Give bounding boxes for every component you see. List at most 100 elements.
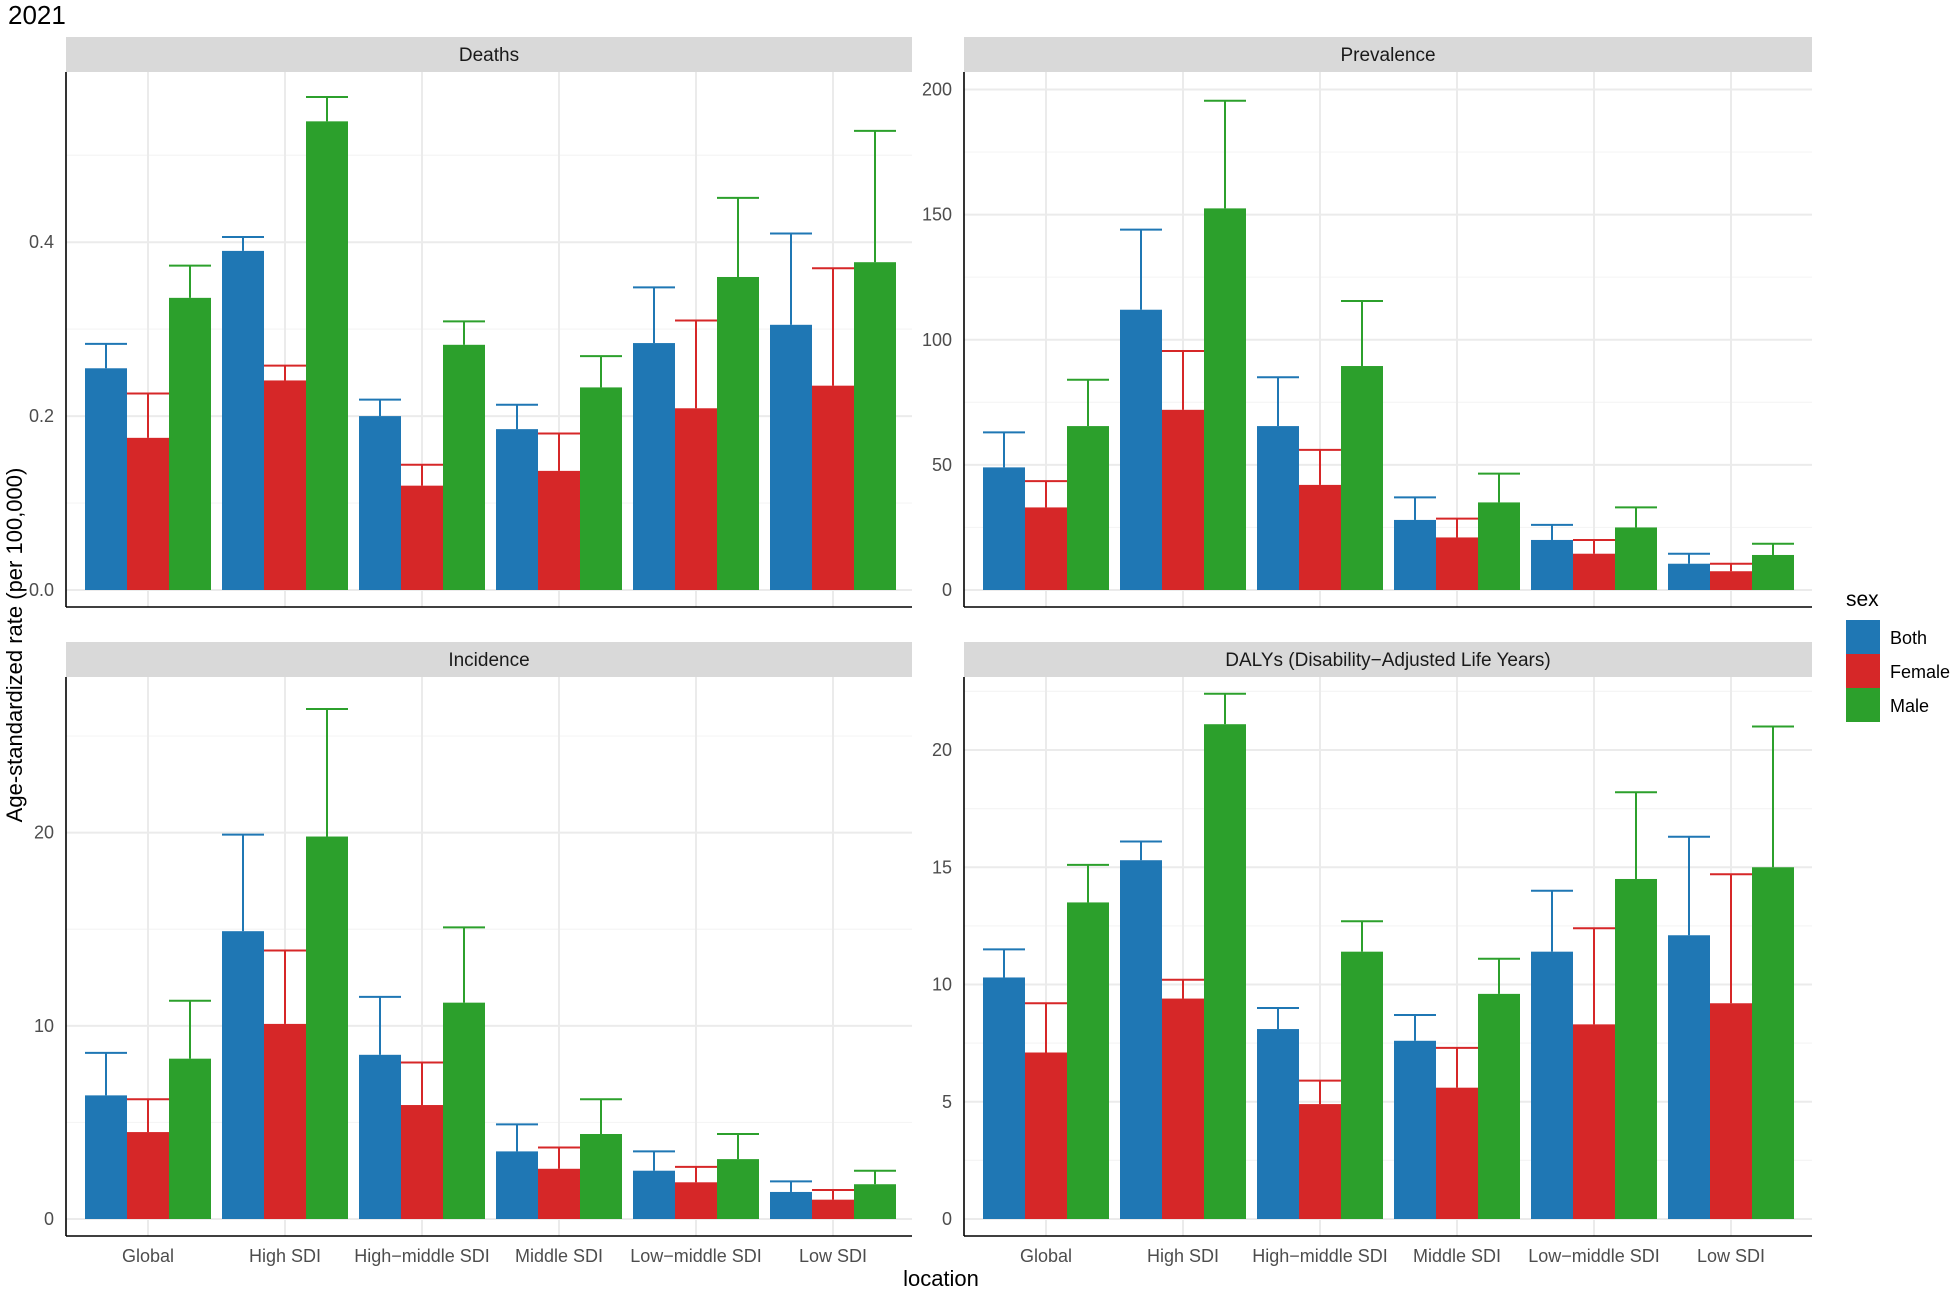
panels: Deaths0.00.20.4Prevalence050100150200Inc…	[29, 37, 1812, 1266]
y-tick-label: 150	[922, 205, 952, 225]
bar	[222, 250, 264, 590]
bar	[1478, 502, 1520, 590]
y-tick-label: 200	[922, 80, 952, 100]
bar	[854, 1184, 896, 1219]
bar	[1394, 1040, 1436, 1219]
y-tick-label: 20	[932, 740, 952, 760]
legend-key-both	[1846, 620, 1880, 654]
bar	[1531, 951, 1573, 1219]
facet-strip	[66, 37, 912, 72]
x-tick-label: Middle SDI	[515, 1246, 603, 1266]
bar	[1752, 867, 1794, 1219]
bar	[1573, 553, 1615, 590]
bar	[85, 368, 127, 590]
bar	[401, 1105, 443, 1219]
bar	[222, 931, 264, 1219]
bar	[85, 1095, 127, 1219]
figure-title: 2021	[8, 0, 66, 30]
bar	[1299, 1104, 1341, 1219]
y-tick-label: 0.4	[29, 232, 54, 252]
bar	[1436, 537, 1478, 590]
y-axis-title: Age-standardized rate (per 100,000)	[2, 468, 27, 823]
bar	[169, 297, 211, 590]
x-tick-label: Low SDI	[799, 1246, 867, 1266]
bar	[1120, 860, 1162, 1219]
y-tick-label: 10	[932, 975, 952, 995]
panel-0: Deaths 0.0 0.2 0.4	[29, 37, 912, 608]
legend-title: sex	[1846, 588, 1879, 611]
panel-1: Prevalence 0 50 100 150 200	[922, 37, 1812, 608]
bar	[169, 1058, 211, 1219]
facet-strip	[66, 642, 912, 677]
bar	[1531, 539, 1573, 590]
bar	[127, 1132, 169, 1219]
bar	[1573, 1024, 1615, 1219]
y-tick-label: 0	[942, 580, 952, 600]
y-tick-label: 50	[932, 455, 952, 475]
x-tick-label: Low−middle SDI	[1528, 1246, 1660, 1266]
bar	[1162, 998, 1204, 1219]
legend-label-female: Female	[1890, 662, 1950, 682]
legend-key-male	[1846, 688, 1880, 722]
bar	[1257, 1029, 1299, 1219]
facet-strip-label: Incidence	[448, 650, 529, 671]
bar	[1120, 309, 1162, 590]
bar	[1025, 507, 1067, 590]
bar	[717, 276, 759, 590]
legend-key-female	[1846, 654, 1880, 688]
bar	[1025, 1052, 1067, 1219]
bar	[306, 836, 348, 1219]
bar	[127, 437, 169, 590]
x-tick-label: High−middle SDI	[354, 1246, 490, 1266]
x-axis-title: location	[903, 1266, 979, 1289]
bar	[812, 385, 854, 590]
bar	[983, 467, 1025, 590]
x-tick-label: Low−middle SDI	[630, 1246, 762, 1266]
bar	[538, 1168, 580, 1219]
bar	[359, 1054, 401, 1219]
bar	[1204, 208, 1246, 590]
bar	[1615, 878, 1657, 1219]
bar	[1436, 1087, 1478, 1219]
facet-strip-label: Deaths	[459, 45, 519, 66]
bar	[1668, 563, 1710, 590]
x-tick-label: High SDI	[1147, 1246, 1219, 1266]
bar	[401, 485, 443, 590]
bar	[580, 1134, 622, 1219]
bar	[1394, 519, 1436, 590]
bar	[770, 324, 812, 590]
bar	[1478, 993, 1520, 1219]
panel-3: DALYs (Disability−Adjusted Life Years) 0 5…	[932, 642, 1812, 1266]
x-tick-label: Middle SDI	[1413, 1246, 1501, 1266]
bar	[1752, 554, 1794, 590]
bar	[359, 416, 401, 590]
bar	[1341, 366, 1383, 590]
bar	[1162, 409, 1204, 590]
facet-strip	[964, 37, 1812, 72]
x-tick-label: High−middle SDI	[1252, 1246, 1388, 1266]
bar	[1067, 426, 1109, 590]
bar	[306, 121, 348, 591]
bar	[1668, 935, 1710, 1219]
legend-label-male: Male	[1890, 696, 1929, 716]
bar	[264, 1023, 306, 1219]
bar	[717, 1159, 759, 1219]
x-tick-label: High SDI	[249, 1246, 321, 1266]
facet-strip-label: DALYs (Disability−Adjusted Life Years)	[1225, 650, 1550, 671]
bar	[983, 977, 1025, 1219]
y-tick-label: 0	[44, 1209, 54, 1229]
y-tick-label: 0.2	[29, 406, 54, 426]
bar	[675, 408, 717, 590]
bar	[1341, 951, 1383, 1219]
x-tick-label: Global	[122, 1246, 174, 1266]
bar	[443, 1002, 485, 1219]
bar	[1615, 527, 1657, 590]
panel-2: Incidence 0 10 20 Global High SDI High−middle …	[34, 642, 912, 1266]
x-tick-label: Global	[1020, 1246, 1072, 1266]
bar	[1710, 1003, 1752, 1219]
bar	[538, 470, 580, 590]
bar	[580, 387, 622, 590]
y-tick-label: 0.0	[29, 580, 54, 600]
